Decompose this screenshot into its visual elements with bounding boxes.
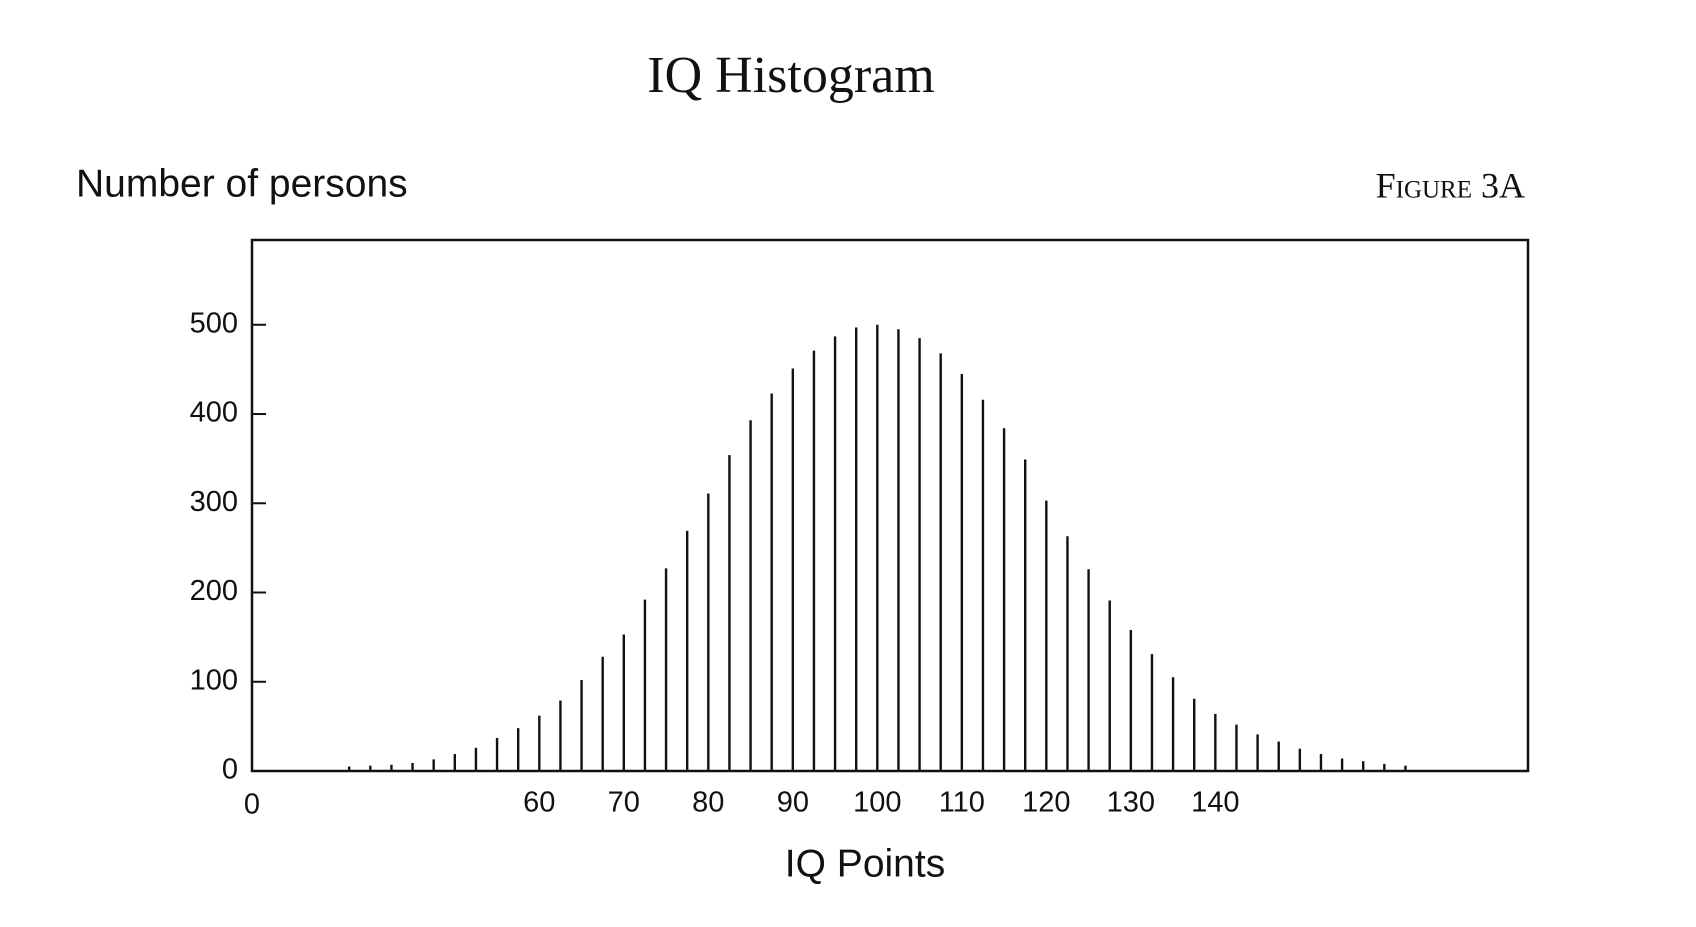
y-tick-label: 500 — [190, 307, 238, 339]
x-axis-break-label: 0 — [244, 789, 260, 821]
chart-title: IQ Histogram — [647, 47, 934, 104]
x-tick-label: 100 — [853, 787, 901, 819]
y-tick-label: 0 — [222, 754, 238, 786]
x-tick-label: 70 — [608, 787, 640, 819]
x-tick-label: 140 — [1191, 787, 1239, 819]
x-axis-label: IQ Points — [785, 842, 945, 885]
y-tick-label: 200 — [190, 575, 238, 607]
y-tick-label: 300 — [190, 486, 238, 518]
y-tick-label: 400 — [190, 397, 238, 429]
x-tick-label: 110 — [939, 787, 985, 819]
figure-label: Figure 3A — [1376, 165, 1525, 205]
y-tick-label: 100 — [190, 664, 238, 696]
plot-frame — [250, 238, 1530, 773]
x-tick-label: 130 — [1107, 787, 1155, 819]
x-tick-label: 90 — [777, 787, 809, 819]
x-tick-label: 80 — [692, 787, 724, 819]
y-axis-label: Number of persons — [76, 162, 408, 205]
x-tick-label: 120 — [1022, 787, 1070, 819]
x-tick-label: 60 — [523, 787, 555, 819]
